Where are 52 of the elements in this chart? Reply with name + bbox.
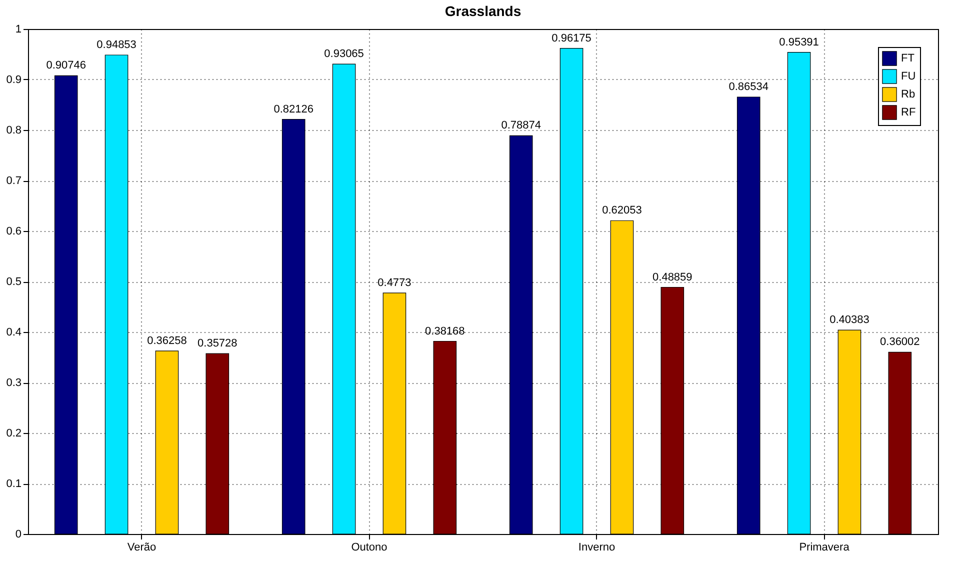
bar bbox=[610, 220, 634, 534]
data-label: 0.94853 bbox=[96, 38, 136, 51]
data-label: 0.96175 bbox=[552, 32, 592, 44]
data-label: 0.95391 bbox=[779, 36, 819, 48]
legend-label: RF bbox=[901, 106, 916, 118]
data-label: 0.36002 bbox=[880, 336, 920, 348]
chart-title: Grasslands bbox=[444, 3, 522, 19]
y-tick-label: 0.7 bbox=[6, 175, 22, 187]
y-tick-label: 0.3 bbox=[6, 377, 22, 389]
legend-label: FT bbox=[901, 52, 915, 64]
data-label: 0.36258 bbox=[147, 334, 187, 347]
y-tick-label: 0.4 bbox=[6, 326, 22, 338]
bar bbox=[660, 286, 684, 534]
bar bbox=[509, 135, 533, 534]
x-tick-label: Verão bbox=[127, 542, 156, 554]
y-tick-label: 0.8 bbox=[6, 124, 22, 136]
data-label: 0.90746 bbox=[46, 60, 86, 72]
data-label: 0.62053 bbox=[602, 204, 642, 217]
bar bbox=[54, 75, 78, 534]
bar bbox=[382, 292, 406, 534]
y-tick-label: 0.1 bbox=[6, 478, 22, 490]
y-tick-label: 0.6 bbox=[6, 226, 22, 238]
y-tick-label: 0.2 bbox=[6, 428, 22, 440]
data-label: 0.35728 bbox=[198, 338, 238, 350]
y-tick-label: 0 bbox=[15, 528, 22, 540]
legend-label: FU bbox=[901, 70, 916, 82]
bar bbox=[888, 352, 912, 534]
data-label: 0.93065 bbox=[324, 48, 364, 60]
y-tick-label: 1 bbox=[15, 24, 22, 36]
bar bbox=[560, 48, 584, 534]
data-label: 0.4773 bbox=[378, 276, 412, 289]
y-tick-label: 0.9 bbox=[6, 74, 22, 86]
data-label: 0.78874 bbox=[501, 120, 541, 132]
y-tick-label: 0.5 bbox=[6, 276, 22, 288]
data-label: 0.48859 bbox=[652, 271, 692, 284]
bar bbox=[787, 52, 811, 534]
data-label: 0.38168 bbox=[425, 325, 465, 338]
bar bbox=[838, 330, 862, 534]
data-label: 0.86534 bbox=[728, 81, 768, 94]
bar bbox=[155, 350, 179, 534]
bar bbox=[736, 96, 760, 534]
data-label: 0.40383 bbox=[830, 314, 870, 326]
bar bbox=[206, 353, 230, 534]
bar bbox=[433, 340, 457, 534]
data-label: 0.82126 bbox=[274, 103, 314, 116]
x-tick-label: Outono bbox=[351, 542, 388, 554]
legend-label: Rb bbox=[901, 88, 916, 100]
bar bbox=[104, 54, 128, 534]
bar bbox=[282, 118, 306, 534]
x-tick-label: Primavera bbox=[799, 542, 850, 554]
x-tick-label: Inverno bbox=[578, 542, 616, 554]
bar bbox=[332, 64, 356, 534]
